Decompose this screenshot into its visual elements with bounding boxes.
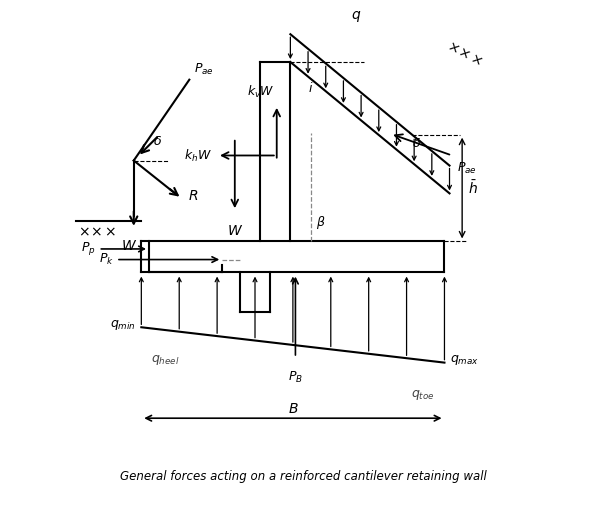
Text: $q_{min}$: $q_{min}$: [110, 318, 136, 332]
Text: $\times\!\times\!\times$: $\times\!\times\!\times$: [78, 225, 117, 239]
Text: $\delta$: $\delta$: [153, 135, 162, 148]
Text: $\bar{h}$: $\bar{h}$: [468, 179, 478, 197]
Text: $P_{ae}$: $P_{ae}$: [195, 62, 215, 77]
Text: $q$: $q$: [351, 9, 361, 24]
Text: $W$: $W$: [227, 224, 243, 238]
Text: $k_h W$: $k_h W$: [184, 147, 212, 164]
Text: $\delta$: $\delta$: [411, 137, 421, 150]
Text: $\beta$: $\beta$: [316, 214, 325, 231]
Text: General forces acting on a reinforced cantilever retaining wall: General forces acting on a reinforced ca…: [119, 470, 487, 483]
Text: $B$: $B$: [288, 402, 298, 416]
Text: $i$: $i$: [308, 81, 313, 96]
Text: $P_{ae}$: $P_{ae}$: [457, 161, 477, 176]
Text: $q_{max}$: $q_{max}$: [450, 353, 479, 367]
Text: $W$: $W$: [121, 239, 137, 253]
Text: $q_{toe}$: $q_{toe}$: [411, 389, 435, 402]
Text: $q_{heel}$: $q_{heel}$: [152, 353, 180, 367]
Text: $\times\!\times\!\times$: $\times\!\times\!\times$: [444, 39, 485, 70]
Text: $k_v W$: $k_v W$: [247, 84, 274, 100]
Text: $P_B$: $P_B$: [288, 369, 303, 385]
Text: $P_p$: $P_p$: [81, 240, 96, 258]
Text: $R$: $R$: [188, 189, 198, 203]
Text: $P_k$: $P_k$: [99, 252, 113, 267]
